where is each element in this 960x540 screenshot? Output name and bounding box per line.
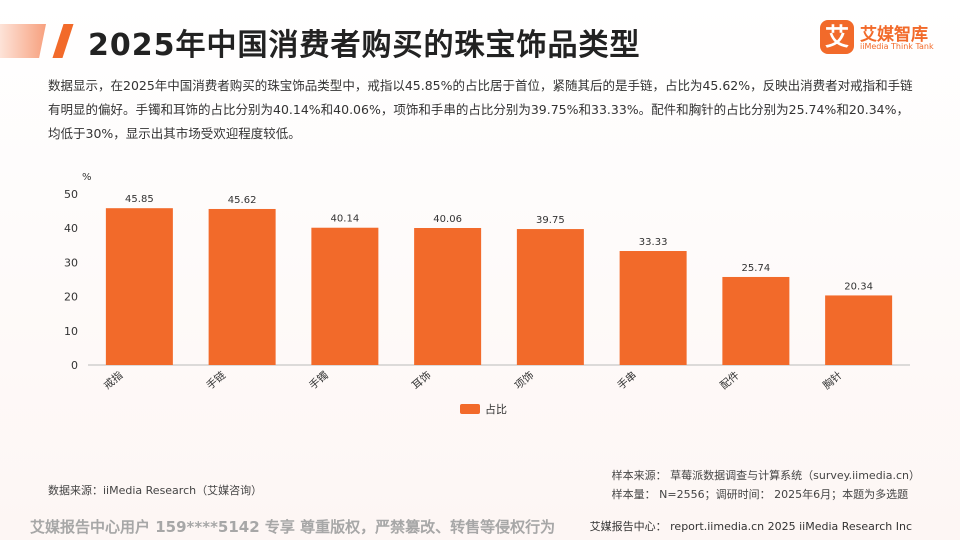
data-label: 45.62 [228,195,257,206]
legend-label: 占比 [485,402,507,416]
sample-notes: 样本来源： 草莓派数据调查与计算系统（survey.iimedia.cn） 样本… [612,466,920,504]
y-tick-label: 20 [64,291,78,304]
bar [516,229,584,365]
title-bar: 2025年中国消费者购买的珠宝饰品类型 [0,18,960,64]
bar [619,251,687,365]
sample-source: 样本来源： 草莓派数据调查与计算系统（survey.iimedia.cn） [611,469,920,482]
page-title: 2025年中国消费者购买的珠宝饰品类型 [88,28,641,63]
y-axis-unit: % [82,172,92,183]
data-label: 40.06 [433,214,462,225]
bar [105,208,173,365]
bar [311,227,379,365]
data-label: 40.14 [331,214,360,225]
data-label: 20.34 [844,281,873,292]
footer-watermark: 艾媒报告中心用户 159****5142 专享 尊重版权，严禁篡改、转售等侵权行… [30,518,556,536]
y-tick-label: 50 [64,188,78,201]
x-tick-label: 手串 [615,369,639,392]
footer-site: 艾媒报告中心： report.iimedia.cn 2025 iiMedia R… [589,520,912,533]
data-label: 45.85 [125,194,154,205]
brand-logo: 艾 艾媒智库 iiMedia Think Tank [820,20,934,60]
title-slash-decoration [52,24,74,58]
y-tick-label: 30 [64,256,78,269]
description-paragraph: 数据显示，在2025年中国消费者购买的珠宝饰品类型中，戒指以45.85%的占比居… [48,78,913,141]
bar-chart-svg: % 0 10 20 30 40 50 45.85 戒指 45.62 手链 40.14 手镯 40.06 耳饰… [64,172,910,416]
x-tick-label: 手镯 [306,369,330,392]
x-tick-label: 项饰 [512,369,536,392]
bar [825,295,893,365]
x-tick-label: 手链 [204,368,229,392]
footer: 艾媒报告中心用户 159****5142 专享 尊重版权，严禁篡改、转售等侵权行… [0,510,960,540]
x-tick-label: 胸针 [820,369,844,392]
bar [722,276,790,365]
y-tick-label: 10 [64,325,78,338]
x-tick-label: 戒指 [101,368,126,392]
bar [208,208,276,365]
data-label: 25.74 [742,263,771,274]
logo-icon: 艾 [820,20,854,54]
data-label: 39.75 [536,215,565,226]
data-source: 数据来源：iiMedia Research（艾媒咨询） [48,484,263,497]
data-label: 33.33 [639,237,668,248]
x-tick-label: 配件 [718,369,742,392]
logo-en-text: iiMedia Think Tank [860,42,934,51]
sample-info: 样本量： N=2556；调研时间： 2025年6月；本题为多选题 [611,488,909,501]
logo-cn-text: 艾媒智库 [860,25,928,45]
x-tick-label: 耳饰 [409,369,433,392]
y-tick-label: 0 [71,359,78,372]
bar-chart: % 0 10 20 30 40 50 45.85 戒指 45.62 手链 40.14 手镯 40.06 耳饰… [0,160,960,440]
title-accent-decoration [0,24,46,58]
y-tick-label: 40 [64,222,78,235]
legend-swatch [460,404,480,414]
bar [414,227,482,365]
